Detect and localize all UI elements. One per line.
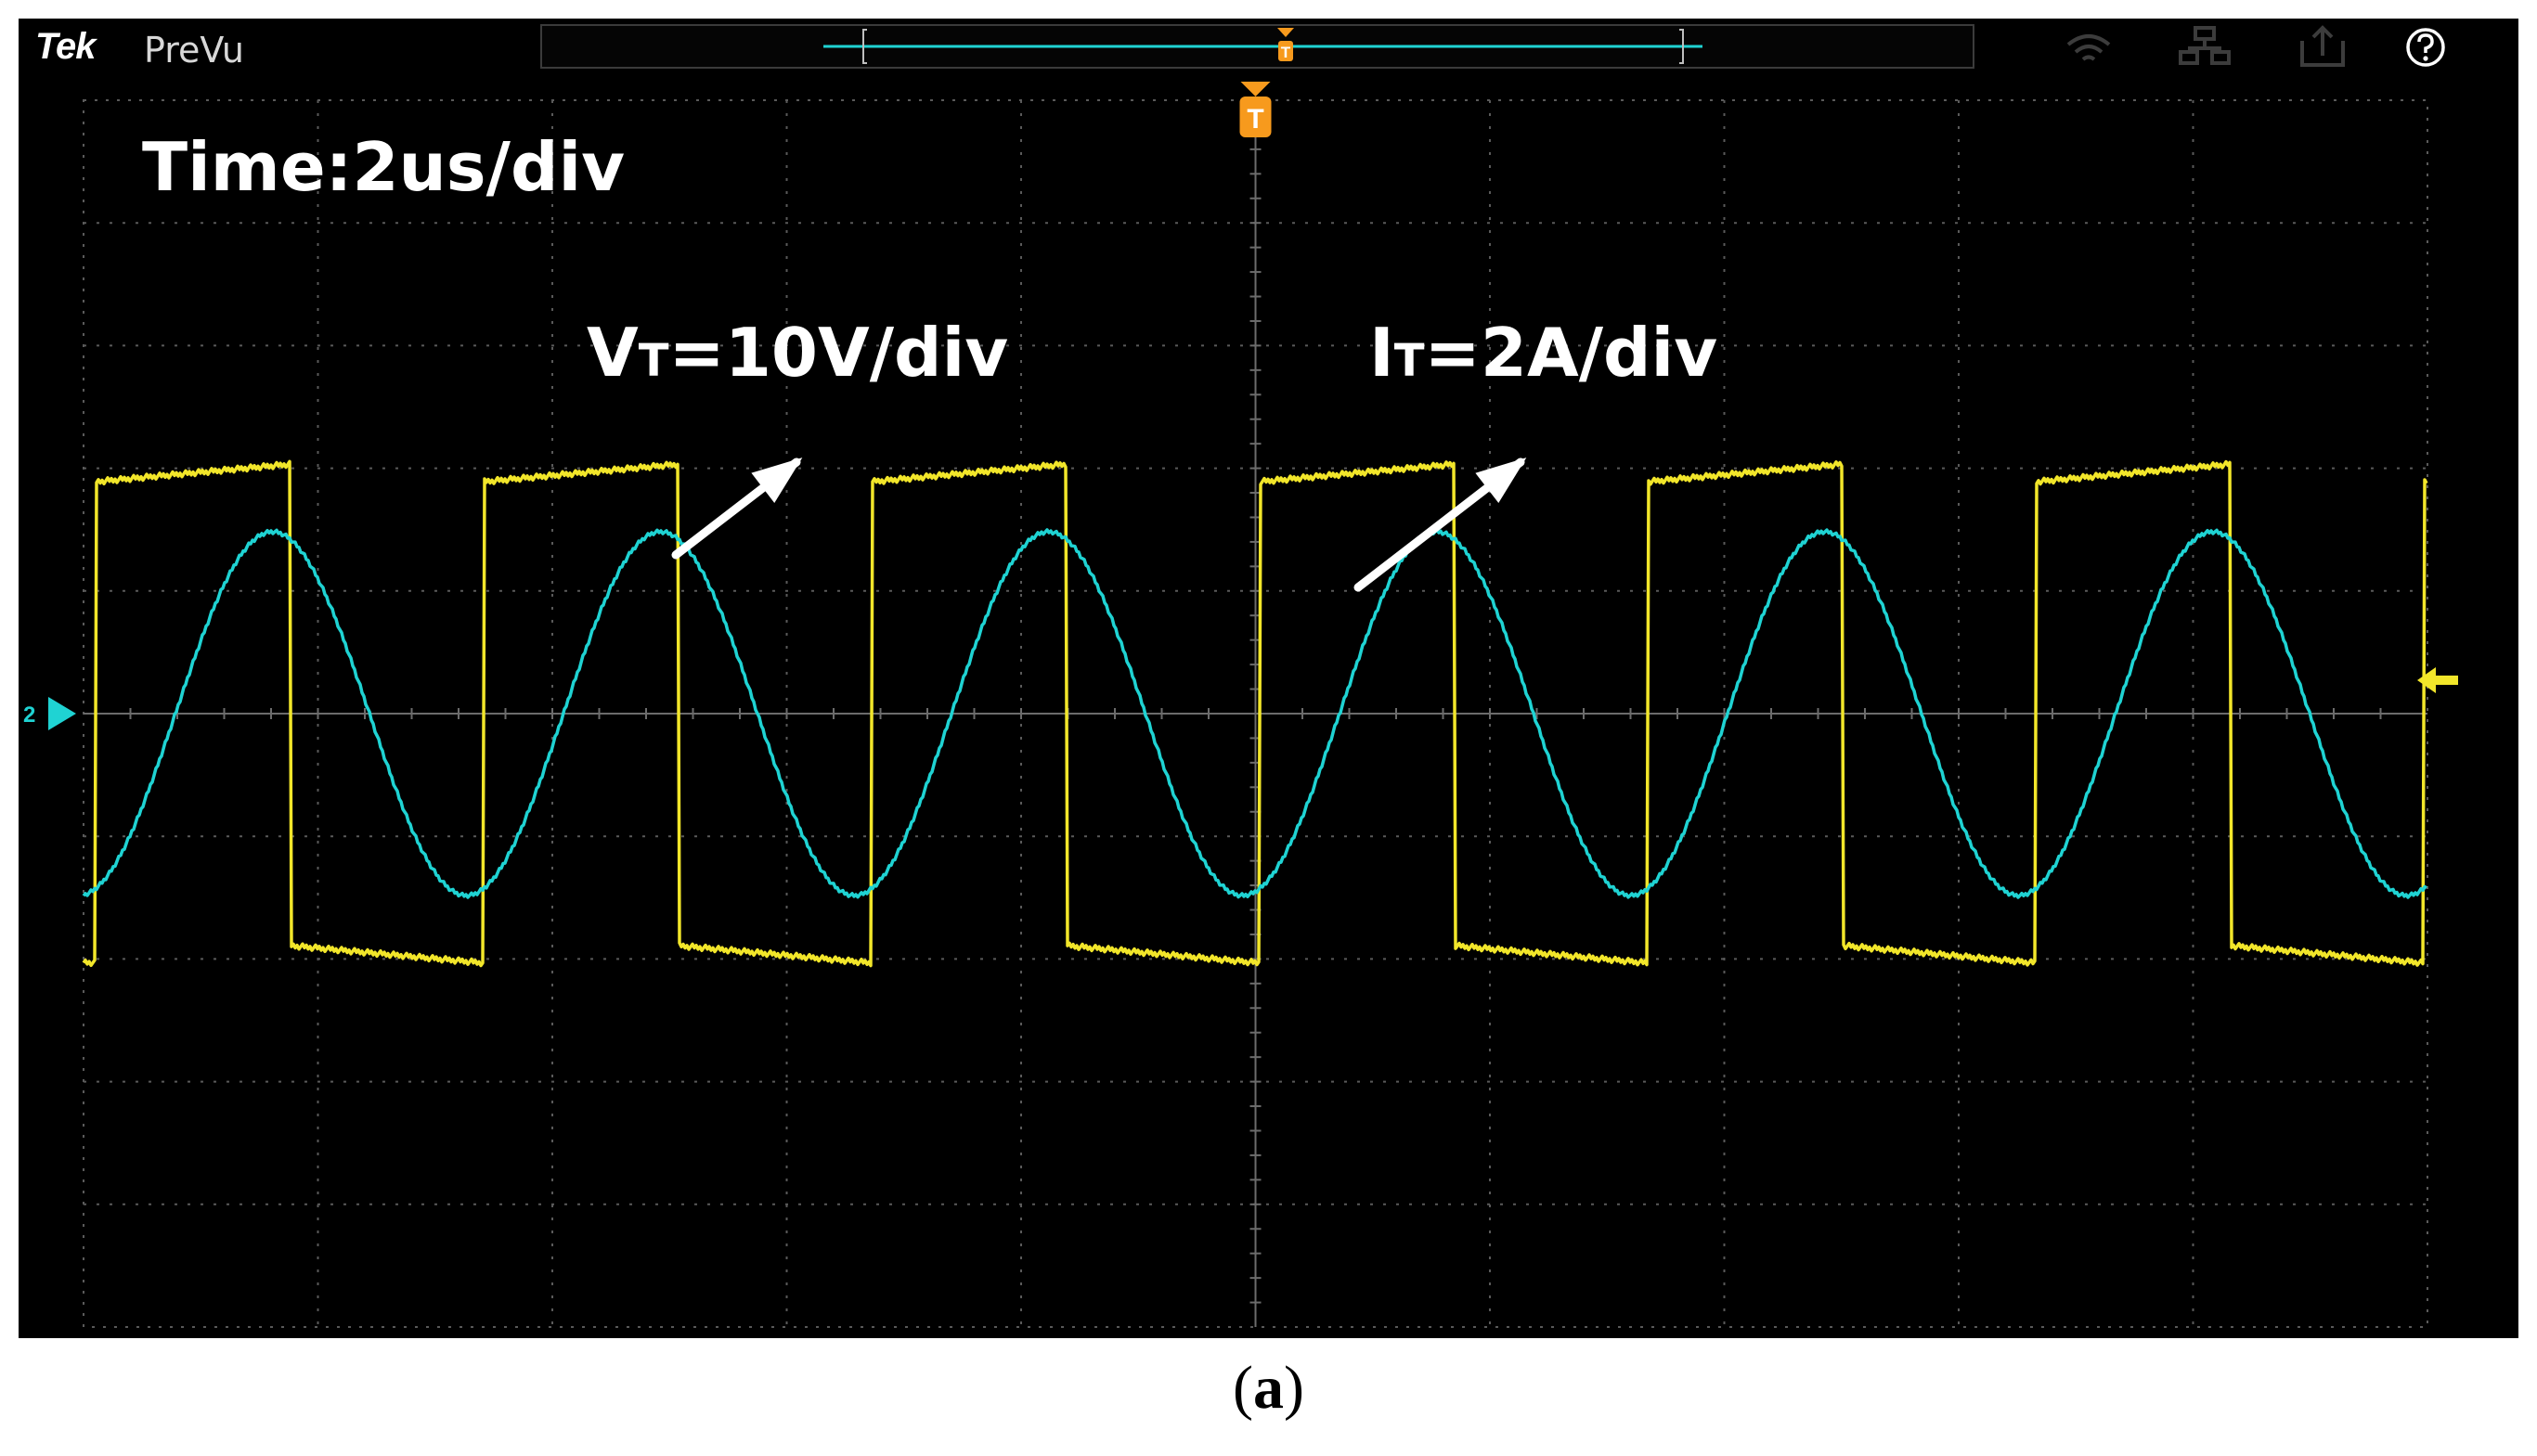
- wifi-icon[interactable]: [2061, 24, 2116, 69]
- figure-caption: (a): [0, 1353, 2537, 1424]
- voltage-waveform: [82, 459, 2428, 968]
- current-annotation-arrow-head: [1475, 457, 1527, 504]
- trigger-marker-letter: T: [1247, 104, 1263, 135]
- channel-offset-marker[interactable]: [48, 697, 76, 730]
- voltage-symbol: V: [587, 314, 639, 392]
- current-scale-label: IT=2A/div: [1369, 314, 1717, 392]
- overview-bracket-left: [862, 29, 867, 64]
- caption-open-paren: (: [1233, 1354, 1253, 1422]
- current-subscript: T: [1393, 335, 1425, 387]
- export-icon[interactable]: [2295, 24, 2350, 69]
- overview-graphic: T: [823, 28, 1702, 64]
- current-scale-value: =2A/div: [1424, 314, 1718, 392]
- waveform-overview-bar[interactable]: T: [540, 24, 1974, 69]
- overview-trigger-letter: T: [1281, 44, 1291, 61]
- oscilloscope-window: Tek PreVu T: [19, 19, 2518, 1338]
- trigger-position-arrow[interactable]: [1240, 82, 1271, 97]
- caption-close-paren: ): [1284, 1354, 1304, 1422]
- overview-bracket-right: [1679, 29, 1684, 64]
- voltage-annotation-arrow-head: [751, 457, 803, 503]
- tek-logo: Tek: [35, 26, 96, 67]
- caption-letter: a: [1253, 1354, 1284, 1422]
- voltage-scale-value: =10V/div: [668, 314, 1009, 392]
- acquisition-mode-label: PreVu: [144, 30, 244, 71]
- current-waveform: [82, 528, 2427, 899]
- overview-trigger-box: [1278, 41, 1293, 61]
- overview-trigger-arrow: [1277, 28, 1294, 37]
- network-icon[interactable]: [2177, 24, 2233, 69]
- waveform-display[interactable]: T: [82, 82, 2430, 1334]
- voltage-subscript: T: [638, 335, 669, 387]
- trigger-position-marker[interactable]: [1239, 97, 1272, 137]
- current-symbol: I: [1369, 314, 1394, 392]
- help-icon[interactable]: [2402, 24, 2449, 69]
- top-bar: Tek PreVu T: [19, 19, 2518, 72]
- channel-number-label: 2: [23, 702, 35, 728]
- time-scale-label: Time:2us/div: [142, 128, 626, 206]
- voltage-scale-label: VT=10V/div: [587, 314, 1008, 392]
